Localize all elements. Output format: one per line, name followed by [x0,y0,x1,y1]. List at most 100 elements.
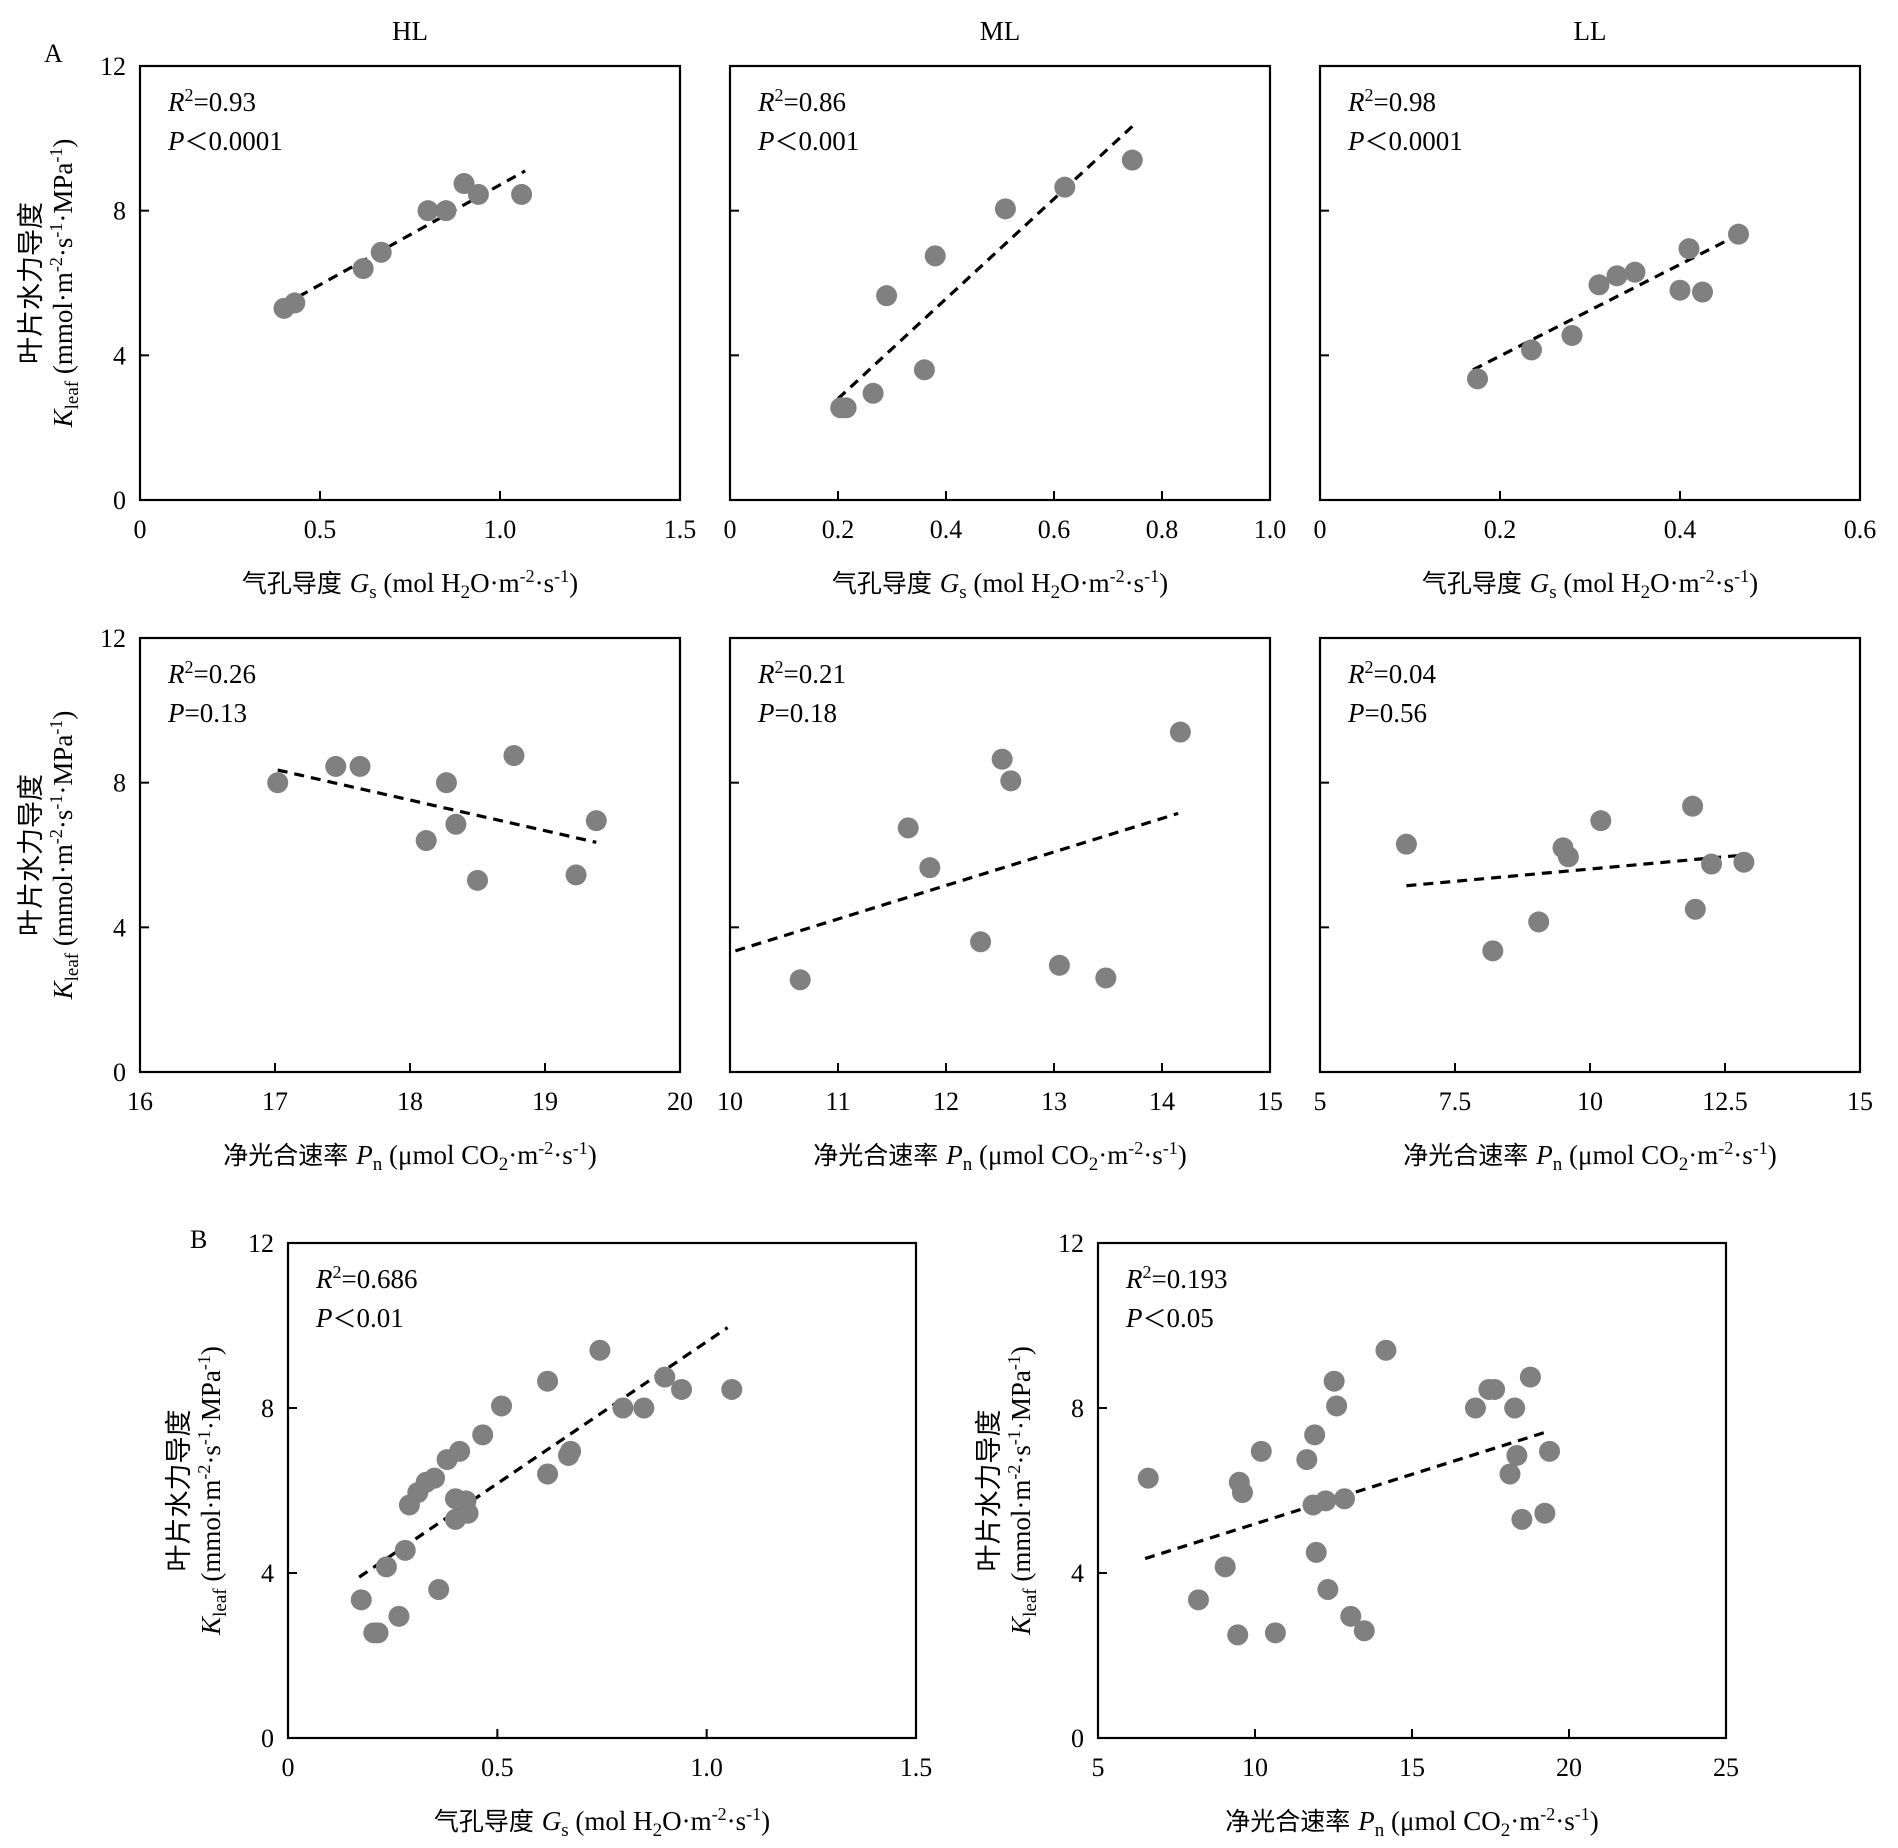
data-point [1214,1556,1236,1578]
data-point [1333,1488,1355,1510]
x-axis-label: 气孔导度 Gs (mol H2O·m-2·s-1) [242,566,578,603]
x-axis-label: 气孔导度 Gs (mol H2O·m-2·s-1) [1422,566,1758,603]
data-point [633,1397,655,1419]
x-tick-label: 0.2 [822,515,855,544]
data-point [994,198,1016,220]
p-value-label: P＜0.05 [1125,1303,1214,1333]
data-point [1692,281,1713,303]
data-point [1231,1482,1253,1504]
data-point [1464,1397,1486,1419]
x-axis-label: 气孔导度 Gs (mol H2O·m-2·s-1) [832,566,1168,603]
data-point [612,1397,634,1419]
x-tick-label: 19 [532,1087,558,1116]
y-tick-label: 4 [261,1559,274,1588]
column-title-ll: LL [1574,16,1607,46]
column-title-hl: HL [392,16,428,46]
data-point [1305,1541,1327,1563]
data-point [1296,1449,1318,1471]
x-tick-label: 13 [1041,1087,1067,1116]
data-point [1506,1444,1528,1466]
data-point [349,755,371,777]
data-point [1624,261,1646,283]
data-point [1678,238,1700,260]
data-point [1187,1589,1209,1611]
data-point [1588,274,1610,296]
data-point [537,1370,559,1392]
data-point [654,1366,676,1388]
data-point [1519,1366,1541,1388]
x-tick-label: 10 [717,1087,743,1116]
data-point [991,748,1013,770]
data-point [1095,967,1117,989]
y-axis-label-line1: 叶片水力导度 [974,1410,1004,1572]
data-point [350,1589,372,1611]
x-tick-label: 16 [127,1087,153,1116]
x-tick-label: 15 [1399,1753,1425,1782]
data-point [1121,149,1143,171]
x-tick-label: 10 [1242,1753,1268,1782]
p-value-label: P＜0.0001 [167,126,283,156]
trend-line [358,1326,729,1579]
x-tick-label: 12 [933,1087,959,1116]
x-axis-label: 净光合速率 Pn (μmol CO2·m-2·s-1) [1225,1804,1598,1841]
x-axis-label: 净光合速率 Pn (μmol CO2·m-2·s-1) [223,1138,596,1175]
data-point [375,1556,397,1578]
data-point [1669,279,1691,301]
p-value-label: P=0.13 [167,698,247,728]
data-point [445,813,467,835]
r-squared-label: R2=0.04 [1347,657,1436,689]
data-point [1317,1579,1339,1600]
data-point [1315,1490,1337,1512]
x-tick-label: 17 [262,1087,288,1116]
x-tick-label: 0 [134,515,147,544]
y-tick-label: 8 [113,769,126,798]
data-point [1528,911,1550,933]
data-point [415,830,437,852]
x-axis-label: 净光合速率 Pn (μmol CO2·m-2·s-1) [1403,1138,1776,1175]
x-tick-label: 12.5 [1702,1087,1748,1116]
data-point [370,241,392,263]
p-value-label: P=0.56 [1347,698,1427,728]
data-point [1169,721,1191,743]
y-tick-label: 4 [113,341,126,370]
trend-line [277,768,597,844]
data-point [1590,810,1612,832]
p-value-label: P＜0.0001 [1347,126,1463,156]
y-tick-label: 0 [1071,1724,1084,1753]
data-point [1484,1378,1506,1400]
r-squared-label: R2=0.193 [1125,1262,1227,1294]
p-value-label: P＜0.01 [315,1303,404,1333]
chart-panel-a-ml-pn: 10 11 12 13 14 15 净光合速率 Pn (μmol CO2·m-2·s-1) R… [717,636,1283,1175]
x-tick-label: 25 [1713,1753,1739,1782]
data-point [503,745,525,767]
data-point [267,772,289,794]
data-point [352,258,374,280]
r-squared-label: R2=0.686 [315,1262,417,1294]
panel-letter-b: B [190,1225,207,1254]
x-tick-label: 10 [1577,1087,1603,1116]
data-point [585,810,607,832]
data-point [1499,1463,1521,1485]
trend-line [734,811,1179,953]
data-point [876,285,898,307]
data-point [1534,1502,1556,1524]
x-axis-label: 气孔导度 Gs (mol H2O·m-2·s-1) [434,1804,770,1841]
data-point [388,1605,410,1627]
data-point [491,1395,513,1417]
data-point [467,183,489,205]
data-point [835,397,857,419]
x-tick-label: 0.2 [1484,515,1517,544]
data-point [970,931,992,953]
data-point [424,1467,446,1489]
y-tick-label: 12 [248,1229,274,1258]
trend-line [283,169,526,307]
data-point [789,969,811,991]
y-axis-label-line1: 叶片水力导度 [164,1410,194,1572]
data-point [1264,1622,1286,1644]
data-point [1728,223,1749,245]
x-tick-label: 0.5 [304,515,337,544]
r-squared-label: R2=0.86 [757,85,846,117]
plot-frame [728,64,1272,502]
y-tick-label: 4 [1071,1559,1084,1588]
